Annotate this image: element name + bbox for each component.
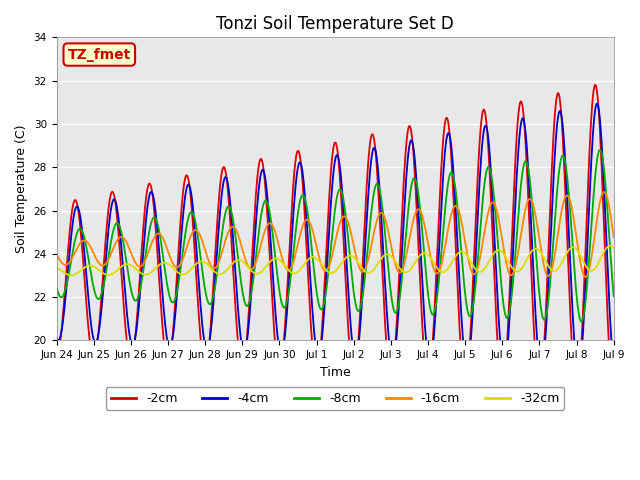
-16cm: [177, 261, 184, 267]
-2cm: [591, 82, 599, 88]
-32cm: [67, 273, 75, 278]
-32cm: [121, 262, 129, 267]
Text: TZ_fmet: TZ_fmet: [68, 48, 131, 61]
-8cm: [63, 282, 70, 288]
-8cm: [177, 266, 184, 272]
-32cm: [606, 243, 614, 249]
-8cm: [419, 239, 427, 244]
-4cm: [177, 244, 184, 250]
-8cm: [206, 301, 214, 307]
-8cm: [577, 319, 585, 324]
-32cm: [63, 271, 70, 277]
-16cm: [63, 262, 70, 267]
-2cm: [206, 332, 214, 338]
-8cm: [596, 147, 604, 153]
Line: -2cm: -2cm: [56, 85, 614, 395]
-8cm: [120, 243, 128, 249]
Line: -16cm: -16cm: [56, 192, 614, 277]
-16cm: [610, 235, 618, 240]
-16cm: [600, 189, 608, 195]
-4cm: [574, 368, 582, 373]
-32cm: [52, 265, 60, 271]
-2cm: [63, 266, 70, 272]
-16cm: [582, 274, 589, 280]
-8cm: [610, 294, 618, 300]
-4cm: [63, 283, 70, 288]
-8cm: [403, 222, 411, 228]
-2cm: [419, 336, 427, 342]
-4cm: [52, 335, 60, 340]
-16cm: [206, 261, 214, 267]
Line: -8cm: -8cm: [56, 150, 614, 322]
-32cm: [610, 245, 618, 251]
Title: Tonzi Soil Temperature Set D: Tonzi Soil Temperature Set D: [216, 15, 454, 33]
-16cm: [403, 250, 411, 256]
-4cm: [593, 101, 600, 107]
-8cm: [52, 285, 60, 290]
-4cm: [120, 276, 128, 282]
-2cm: [610, 392, 618, 397]
-4cm: [206, 335, 214, 341]
-4cm: [403, 167, 411, 173]
-4cm: [610, 364, 618, 370]
-32cm: [420, 250, 428, 256]
Line: -32cm: -32cm: [56, 246, 614, 276]
-2cm: [52, 353, 60, 359]
-16cm: [419, 216, 427, 222]
-16cm: [52, 252, 60, 257]
Line: -4cm: -4cm: [56, 104, 614, 371]
-16cm: [120, 236, 128, 241]
X-axis label: Time: Time: [320, 366, 351, 379]
-32cm: [404, 269, 412, 275]
Legend: -2cm, -4cm, -8cm, -16cm, -32cm: -2cm, -4cm, -8cm, -16cm, -32cm: [106, 387, 564, 410]
Y-axis label: Soil Temperature (C): Soil Temperature (C): [15, 125, 28, 253]
-2cm: [177, 218, 184, 224]
-32cm: [207, 265, 214, 271]
-2cm: [120, 306, 128, 312]
-2cm: [403, 136, 411, 142]
-32cm: [177, 271, 185, 277]
-4cm: [419, 295, 427, 300]
